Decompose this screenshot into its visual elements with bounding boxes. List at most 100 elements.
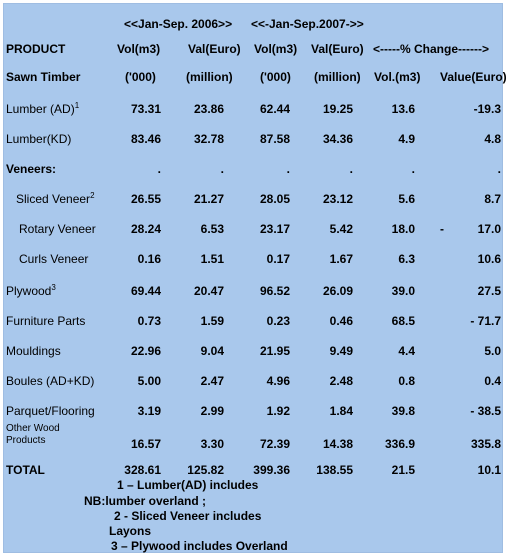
row-name: Parquet/Flooring — [6, 404, 95, 418]
vol-pct-cell: 6.3 — [398, 252, 415, 266]
vol-pct-unit: Vol.(m3) — [374, 70, 421, 84]
row-name-text: Lumber(KD) — [6, 132, 72, 146]
val-2006-cell: 23.86 — [193, 102, 224, 116]
vol-2006-cell: . — [157, 162, 161, 176]
val-2007-cell: 2.48 — [329, 374, 353, 388]
footnote-2: 2 - Sliced Veneer includes — [114, 509, 262, 523]
val-2006-cell: 2.99 — [200, 404, 224, 418]
row-name: Boules (AD+KD) — [6, 374, 94, 388]
row-name: Other Wood Products — [6, 423, 60, 447]
val-pct-cell: -19.3 — [473, 102, 501, 116]
val-2007-cell: 5.42 — [329, 222, 353, 236]
vol-2007-cell: 4.96 — [266, 374, 290, 388]
val-2006-cell: 9.04 — [200, 344, 224, 358]
footnote-ref: 1 — [74, 101, 80, 110]
val-2007-cell: 34.36 — [322, 132, 353, 146]
vol-2006-cell: 0.16 — [137, 252, 161, 266]
vol-pct-cell: 13.6 — [391, 102, 415, 116]
row-name: Rotary Veneer — [19, 222, 96, 236]
vol-2006-cell: 73.31 — [130, 102, 161, 116]
period-2006-title: <<Jan-Sep. 2006>> — [124, 17, 233, 31]
total-val-pct: 10.1 — [477, 463, 501, 477]
total-vol-2007: 399.36 — [253, 463, 290, 477]
val-pct-cell: - 38.5 — [470, 404, 501, 418]
vol-2007-unit: ('000) — [260, 70, 291, 84]
val-pct-cell: 10.6 — [477, 252, 501, 266]
val-2006-cell: . — [220, 162, 224, 176]
row-name-text-line2: Products — [6, 435, 46, 446]
vol-pct-cell: 68.5 — [391, 314, 415, 328]
val-2006-unit: (million) — [186, 70, 233, 84]
footnote-ref: 3 — [51, 283, 56, 292]
row-name: Lumber (AD)1 — [6, 101, 80, 116]
vol-2007-cell: 28.05 — [259, 192, 290, 206]
row-name: Lumber(KD) — [6, 132, 71, 146]
val-2007-header: Val(Euro) — [311, 42, 364, 56]
vol-2007-cell: 21.95 — [259, 344, 290, 358]
val-2007-cell: 26.09 — [322, 284, 353, 298]
val-pct-cell: 17.0 — [477, 222, 501, 236]
row-name-text: Furniture Parts — [6, 314, 86, 328]
vol-2007-cell: 0.23 — [266, 314, 290, 328]
row-name-text: Other Wood — [6, 423, 60, 434]
vol-2007-cell: 23.17 — [259, 222, 290, 236]
vol-2007-cell: 62.44 — [259, 102, 290, 116]
val-pct-cell: 0.4 — [484, 374, 501, 388]
total-vol-pct: 21.5 — [391, 463, 415, 477]
total-val-2007: 138.55 — [316, 463, 353, 477]
vol-2006-cell: 16.57 — [130, 437, 161, 451]
vol-pct-cell: 0.8 — [398, 374, 415, 388]
val-pct-cell: 27.5 — [477, 284, 501, 298]
vol-2007-header: Vol(m3) — [254, 42, 298, 56]
vol-pct-cell: 4.4 — [398, 344, 415, 358]
vol-pct-cell: 5.6 — [398, 192, 415, 206]
val-pct-cell: . — [497, 162, 501, 176]
footnote-nb: NB:lumber overland ; — [84, 494, 207, 508]
val-2006-cell: 32.78 — [193, 132, 224, 146]
val-2006-cell: 21.27 — [193, 192, 224, 206]
val-pct-cell: 4.8 — [484, 132, 501, 146]
val-pct-cell: 335.8 — [470, 437, 501, 451]
total-val-2006: 125.82 — [187, 463, 224, 477]
footnote-2-cont: Layons — [109, 524, 152, 538]
vol-pct-cell: 39.8 — [391, 404, 415, 418]
vol-2006-cell: 0.73 — [137, 314, 161, 328]
val-2007-cell: . — [349, 162, 353, 176]
product-header: PRODUCT — [6, 42, 66, 56]
vol-2007-cell: 87.58 — [259, 132, 290, 146]
footnote-ref: 2 — [90, 191, 95, 200]
vol-2006-cell: 26.55 — [130, 192, 161, 206]
vol-2007-cell: 72.39 — [259, 437, 290, 451]
vol-2006-cell: 69.44 — [130, 284, 161, 298]
sawn-timber-label: Sawn Timber — [6, 70, 81, 84]
val-2007-cell: 19.25 — [322, 102, 353, 116]
row-name: Plywood3 — [6, 283, 56, 298]
val-2007-cell: 9.49 — [329, 344, 353, 358]
val-2006-cell: 1.59 — [200, 314, 224, 328]
vol-2007-cell: . — [286, 162, 290, 176]
val-2006-header: Val(Euro) — [188, 42, 241, 56]
vol-2007-cell: 96.52 — [259, 284, 290, 298]
val-2006-cell: 2.47 — [200, 374, 224, 388]
total-vol-2006: 328.61 — [124, 463, 161, 477]
row-name-text: Plywood — [6, 284, 52, 298]
row-name-text: Curls Veneer — [19, 252, 89, 266]
val-2006-cell: 20.47 — [193, 284, 224, 298]
vol-2006-cell: 22.96 — [130, 344, 161, 358]
val-2007-cell: 14.38 — [322, 437, 353, 451]
val-2007-unit: (million) — [314, 70, 361, 84]
row-name: Mouldings — [6, 344, 61, 358]
val-pct-cell: 8.7 — [484, 192, 501, 206]
row-name-text: Lumber (AD) — [6, 102, 75, 116]
vol-2007-cell: 0.17 — [266, 252, 290, 266]
row-name: Furniture Parts — [6, 314, 85, 328]
timber-trade-table: <<Jan-Sep. 2006>> <<-Jan-Sep.2007->> PRO… — [3, 3, 506, 553]
val-pct-unit: Value(Euro) — [440, 70, 506, 84]
vol-pct-cell: . — [411, 162, 415, 176]
change-header: <-----% Change------> — [373, 42, 489, 56]
vol-pct-cell: 39.0 — [391, 284, 415, 298]
vol-pct-cell: 336.9 — [384, 437, 415, 451]
row-name: Curls Veneer — [19, 252, 88, 266]
vol-2007-cell: 1.92 — [266, 404, 290, 418]
vol-2006-cell: 28.24 — [130, 222, 161, 236]
